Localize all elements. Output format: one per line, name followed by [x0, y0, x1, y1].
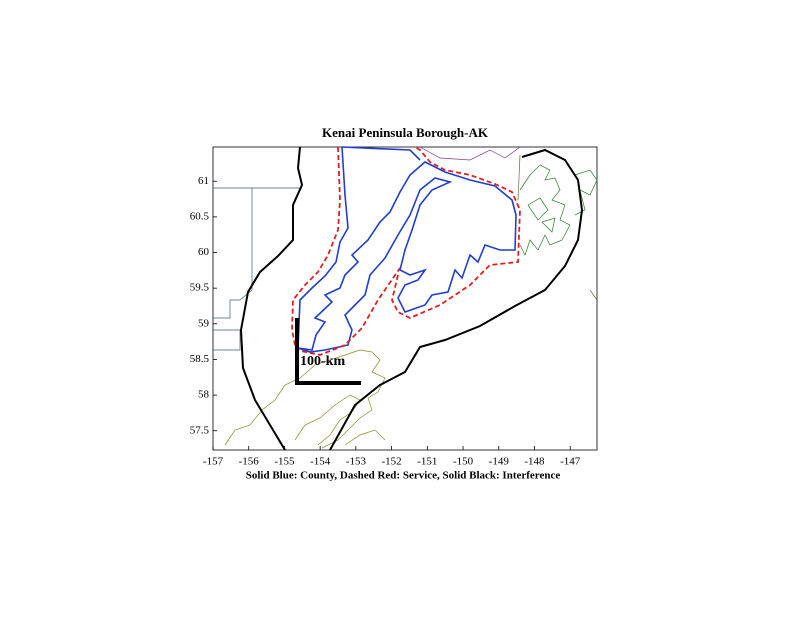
y-tick-label: 59.5 — [190, 282, 210, 294]
x-tick-label: -155 — [274, 456, 295, 468]
interference-contour — [239, 146, 584, 451]
x-tick-label: -148 — [524, 456, 545, 468]
coastline-southwest — [224, 349, 386, 449]
service-contour — [291, 146, 521, 356]
y-tick-label: 60 — [198, 246, 210, 258]
y-tick-label: 60.5 — [190, 210, 210, 222]
y-tick-label: 57.5 — [190, 424, 210, 436]
x-tick-label: -152 — [382, 456, 402, 468]
boundaries — [213, 146, 598, 351]
map-area: 100-km — [212, 146, 598, 451]
y-tick-label: 58.5 — [190, 353, 210, 365]
caption: Solid Blue: County, Dashed Red: Service,… — [246, 470, 561, 482]
scale-bar — [295, 318, 361, 385]
borough-lines — [213, 187, 300, 351]
x-tick-label: -151 — [417, 456, 437, 468]
y-tick-label: 61 — [198, 175, 209, 187]
x-tick-label: -147 — [560, 456, 581, 468]
x-tick-label: -150 — [453, 456, 474, 468]
y-tick-label: 58 — [198, 389, 210, 401]
borough-lines — [419, 146, 521, 161]
map-title: Kenai Peninsula Borough-AK — [322, 125, 489, 140]
y-tick-label: 59 — [198, 317, 210, 329]
x-tick-label: -153 — [346, 456, 367, 468]
plot-frame — [212, 146, 598, 451]
x-tick-label: -149 — [489, 456, 510, 468]
x-tick-label: -157 — [203, 456, 224, 468]
coastline-east — [519, 164, 598, 256]
county-boundary — [297, 146, 517, 353]
borough-lines — [517, 154, 598, 301]
x-tick-label: -154 — [310, 456, 331, 468]
x-tick-label: -156 — [239, 456, 260, 468]
scale-label: 100-km — [300, 354, 345, 369]
